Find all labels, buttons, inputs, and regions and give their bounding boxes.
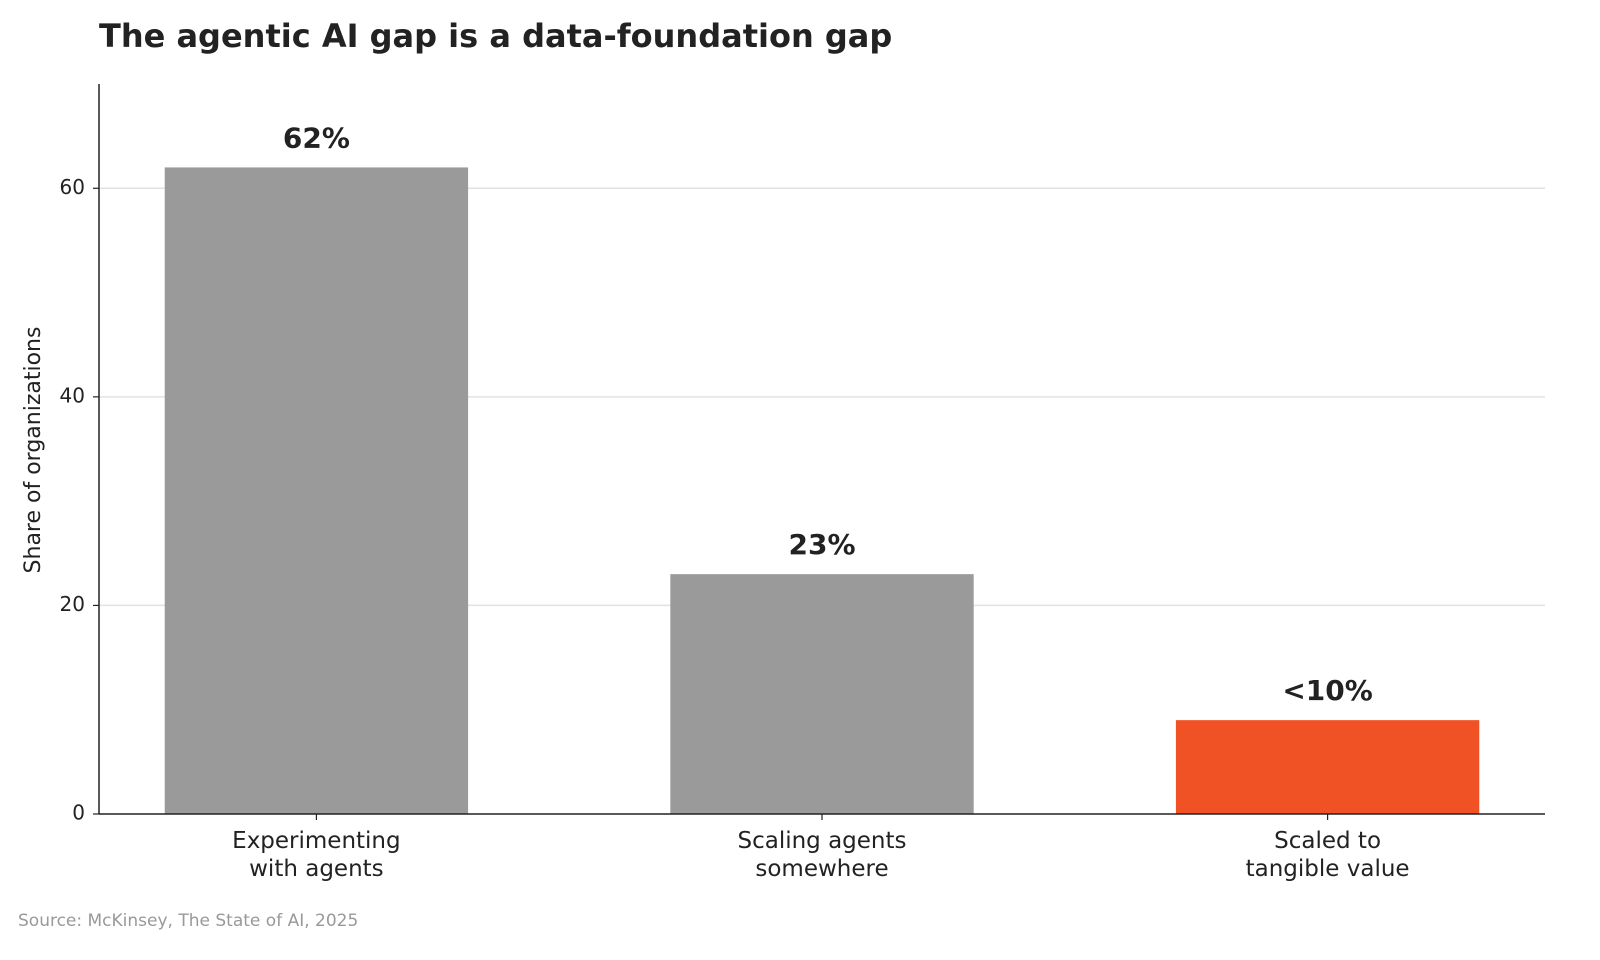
y-tick-label: 0 bbox=[72, 801, 85, 825]
y-tick-label: 60 bbox=[60, 175, 85, 199]
value-label: 23% bbox=[788, 528, 855, 561]
x-tick-label: Experimenting with agents bbox=[232, 828, 400, 882]
value-label: 62% bbox=[283, 121, 350, 154]
value-label: <10% bbox=[1282, 674, 1372, 707]
bar bbox=[670, 574, 974, 814]
source-note: Source: McKinsey, The State of AI, 2025 bbox=[18, 911, 358, 931]
y-tick-label: 20 bbox=[60, 592, 85, 616]
chart-title: The agentic AI gap is a data-foundation … bbox=[99, 17, 892, 55]
x-tick-label: Scaled to tangible value bbox=[1246, 828, 1410, 882]
x-tick-label: Scaling agents somewhere bbox=[737, 828, 906, 882]
bar bbox=[164, 167, 469, 814]
bar bbox=[1175, 720, 1480, 814]
y-tick-label: 40 bbox=[60, 383, 85, 407]
y-axis-label: Share of organizations bbox=[21, 327, 46, 574]
